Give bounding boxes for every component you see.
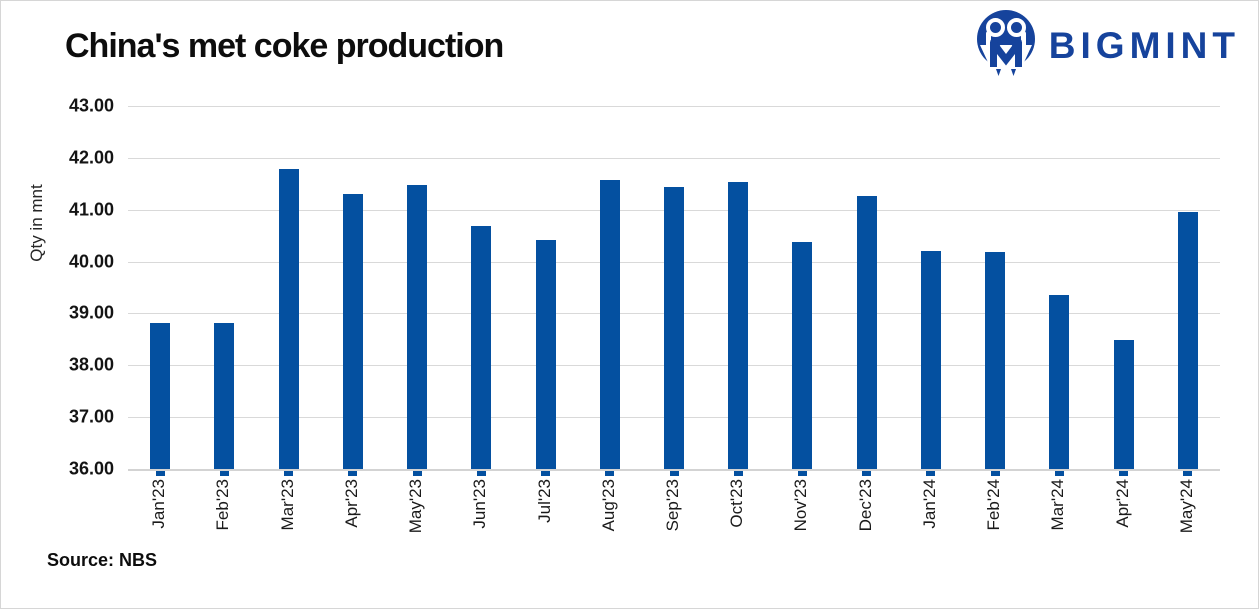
gridline: [128, 106, 1220, 107]
y-tick-label: 38.00: [68, 354, 114, 375]
x-axis-tick: [605, 471, 615, 476]
x-tick-label: Dec'23: [855, 479, 875, 532]
x-tick-label: May'23: [406, 479, 426, 534]
bar: [407, 184, 428, 469]
bar: [471, 225, 492, 469]
y-tick-label: 37.00: [68, 406, 114, 427]
x-tick-label: Jan'23: [149, 479, 169, 529]
x-axis-line: [128, 469, 1220, 471]
bar: [985, 252, 1006, 469]
x-axis-tick: [219, 471, 229, 476]
x-tick-label: Jan'24: [919, 479, 939, 529]
y-tick-label: 39.00: [68, 302, 114, 323]
x-tick-label: May'24: [1176, 479, 1196, 534]
x-axis-tick: [733, 471, 743, 476]
bar: [214, 322, 235, 469]
x-tick-label: Nov'23: [791, 479, 811, 532]
x-tick-label: Apr'23: [341, 479, 361, 528]
bar: [1177, 211, 1198, 469]
plot-area: [128, 106, 1220, 470]
bar: [278, 168, 299, 469]
bar: [664, 187, 684, 469]
x-axis-tick: [990, 471, 1000, 476]
x-axis-tick: [476, 471, 486, 476]
x-axis-tick: [926, 471, 936, 476]
bar: [792, 242, 813, 469]
y-tick-label: 41.00: [68, 199, 114, 220]
chart-title: China's met coke production: [65, 27, 504, 65]
x-tick-label: Oct'23: [727, 479, 747, 528]
x-tick-label: Sep'23: [663, 479, 682, 532]
bar: [535, 239, 556, 469]
y-tick-label: 40.00: [68, 251, 114, 272]
x-tick-label: Jul'23: [534, 479, 554, 523]
x-axis-tick: [1054, 471, 1064, 476]
x-tick-label: Feb'24: [984, 479, 1004, 531]
y-tick-label: 43.00: [68, 95, 114, 116]
bar: [150, 322, 171, 469]
x-axis-tick: [1183, 471, 1193, 476]
brand-logo: BIGMINT: [973, 9, 1240, 77]
x-tick-label: Mar'24: [1048, 479, 1068, 531]
bigmint-people-m-logo-icon: [976, 10, 1035, 76]
y-tick-label: 36.00: [68, 458, 114, 479]
gridline: [128, 157, 1220, 159]
bar: [342, 194, 363, 469]
x-axis-tick: [284, 471, 294, 476]
bar: [920, 251, 941, 469]
bar: [728, 181, 749, 469]
x-axis-tick: [155, 471, 165, 476]
y-tick-label: 42.00: [68, 147, 114, 168]
x-tick-label: Mar'23: [277, 479, 297, 531]
x-tick-label: Jun'23: [470, 479, 490, 529]
x-tick-label: Feb'23: [213, 479, 233, 531]
x-axis-tick: [1119, 471, 1129, 476]
x-axis-tick: [348, 471, 358, 476]
source-note: Source: NBS: [47, 550, 158, 570]
x-axis-tick: [541, 471, 551, 476]
x-tick-label: Apr'24: [1112, 479, 1132, 528]
x-axis-tick: [797, 471, 807, 476]
brand-name: BIGMINT: [1048, 25, 1240, 66]
x-axis-tick: [862, 471, 872, 476]
bar: [1049, 294, 1070, 469]
x-axis-tick: [412, 471, 422, 476]
x-axis-tick: [669, 471, 679, 476]
x-tick-label: Aug'23: [598, 479, 618, 532]
bar: [1113, 339, 1134, 469]
bar: [856, 195, 877, 469]
bar: [599, 179, 620, 469]
